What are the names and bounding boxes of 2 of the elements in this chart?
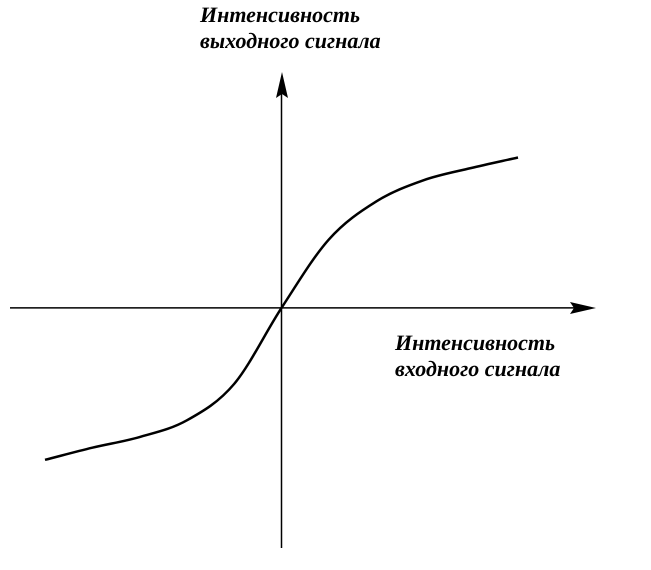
x-axis-title: Интенсивность входного сигнала: [395, 330, 562, 382]
y-axis-title: Интенсивность выходного сигнала: [200, 2, 382, 54]
